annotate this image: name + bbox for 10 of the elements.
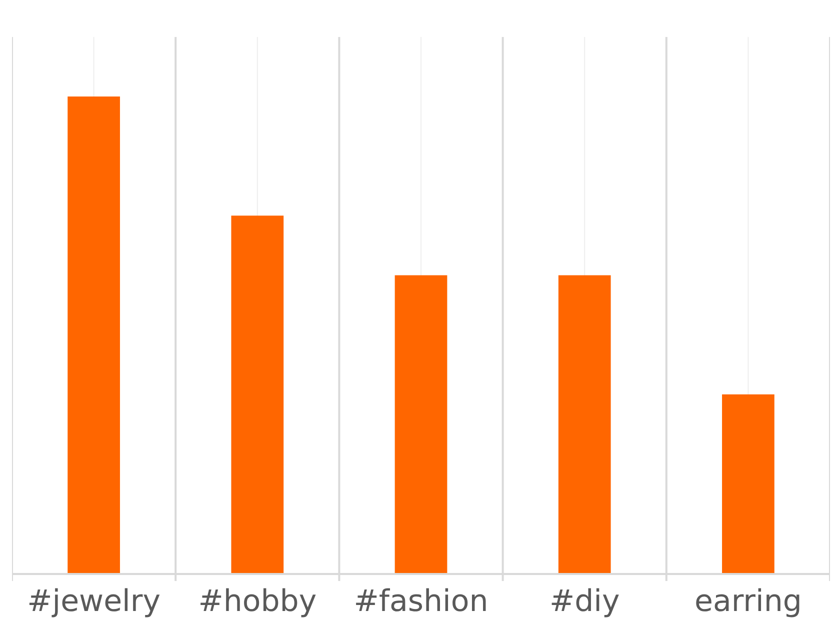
x-tick-label: #diy <box>549 584 620 619</box>
x-tick-label: earring <box>694 584 802 619</box>
x-tick-label: #fashion <box>354 584 488 619</box>
x-tick-label: #jewelry <box>27 584 160 619</box>
bar <box>558 275 611 573</box>
bar <box>722 394 774 573</box>
x-tick-label: #hobby <box>198 584 317 619</box>
bar <box>68 96 120 573</box>
bar <box>394 275 448 573</box>
bar <box>231 216 284 573</box>
